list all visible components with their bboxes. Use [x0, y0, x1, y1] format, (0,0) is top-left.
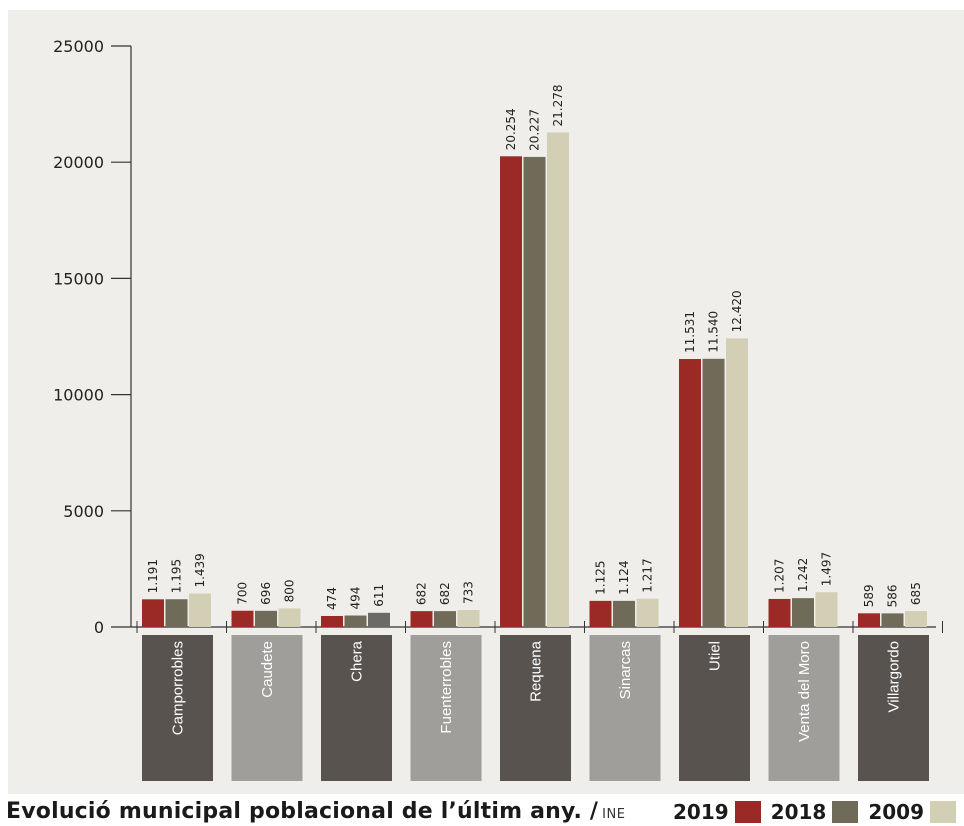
bar-requena-2009 [547, 132, 569, 628]
bar-villargordo-2019 [858, 613, 880, 627]
data-label-sinarcas-2009: 1.217 [641, 558, 655, 592]
bar-caudete-2019 [231, 610, 254, 627]
category-label-venta-del-moro: Venta del Moro [796, 641, 813, 742]
bar-chera-2019 [321, 615, 343, 627]
y-tick-label: 5000 [63, 502, 104, 521]
data-label-camporrobles-2019: 1.191 [146, 559, 160, 593]
legend-swatch-2019 [734, 801, 761, 823]
y-tick-label: 20000 [53, 153, 104, 172]
bar-villargordo-2018 [881, 613, 904, 627]
bar-sinarcas-2009 [636, 598, 659, 627]
data-label-sinarcas-2018: 1.124 [617, 561, 631, 595]
data-label-fuenterrobles-2009: 733 [462, 581, 476, 604]
bar-sinarcas-2018 [613, 600, 635, 627]
category-label-sinarcas: Sinarcas [617, 641, 634, 699]
data-label-caudete-2019: 700 [236, 582, 250, 605]
category-label-chera: Chera [349, 640, 366, 682]
category-label-villargordo: Villargordo [886, 641, 903, 712]
y-tick-label: 25000 [53, 37, 104, 56]
data-label-chera-2009: 611 [372, 584, 386, 607]
legend-swatch-2009 [930, 801, 956, 823]
legend-item-2009: 2009 [868, 800, 956, 824]
bar-chera-2009 [368, 612, 390, 627]
bar-camporrobles-2018 [165, 599, 188, 627]
legend-label-2019: 2019 [672, 800, 729, 824]
legend-label-2018: 2018 [770, 800, 827, 824]
category-box-chera [321, 635, 392, 781]
data-label-chera-2018: 494 [349, 587, 363, 610]
legend-item-2019: 2019 [673, 800, 761, 824]
data-label-venta-del-moro-2019: 1.207 [773, 559, 787, 593]
caption-source: INE [602, 807, 626, 822]
legend-swatch-2018 [832, 801, 859, 823]
bar-fuenterrobles-2018 [434, 611, 456, 627]
bar-venta-del-moro-2019 [768, 598, 791, 627]
data-label-fuenterrobles-2018: 682 [438, 582, 452, 605]
data-label-fuenterrobles-2019: 682 [415, 582, 429, 605]
bar-venta-del-moro-2018 [792, 598, 814, 627]
data-label-caudete-2009: 800 [283, 580, 297, 603]
bar-fuenterrobles-2019 [410, 611, 433, 627]
category-label-fuenterrobles: Fuenterrobles [438, 641, 455, 734]
data-label-chera-2019: 474 [325, 587, 339, 610]
category-label-utiel: Utiel [707, 641, 724, 671]
bar-caudete-2018 [255, 610, 277, 627]
data-label-villargordo-2019: 589 [862, 584, 876, 607]
data-label-camporrobles-2009: 1.439 [193, 553, 207, 587]
category-box-venta-del-moro [768, 635, 840, 781]
category-label-requena: Requena [528, 640, 545, 702]
data-label-villargordo-2018: 586 [886, 584, 900, 607]
bar-requena-2018 [523, 156, 546, 628]
data-label-villargordo-2009: 685 [909, 582, 923, 605]
bar-utiel-2018 [702, 358, 725, 627]
data-label-requena-2009: 21.278 [551, 84, 565, 126]
bar-requena-2019 [500, 156, 522, 627]
data-label-venta-del-moro-2009: 1.497 [820, 552, 834, 586]
legend-item-2018: 2018 [771, 800, 859, 824]
bar-caudete-2009 [278, 608, 301, 627]
y-tick-label: 10000 [53, 386, 104, 405]
data-label-sinarcas-2019: 1.125 [594, 560, 608, 594]
caption-text: Evolució municipal poblacional de l’últi… [6, 799, 599, 824]
y-tick-label: 15000 [53, 269, 104, 288]
category-box-camporrobles [142, 635, 213, 781]
data-label-requena-2018: 20.227 [528, 109, 542, 151]
category-label-caudete: Caudete [259, 641, 276, 698]
bar-utiel-2009 [726, 338, 748, 627]
data-label-camporrobles-2018: 1.195 [170, 559, 184, 593]
bar-camporrobles-2019 [142, 599, 164, 627]
bar-utiel-2019 [679, 359, 701, 627]
bar-villargordo-2009 [905, 611, 927, 627]
footer: Evolució municipal poblacional de l’últi… [6, 797, 964, 826]
category-box-sinarcas [589, 635, 661, 781]
data-label-venta-del-moro-2018: 1.242 [796, 558, 810, 592]
data-label-utiel-2009: 12.420 [730, 290, 744, 332]
legend: 2019 2018 2009 [663, 800, 956, 824]
category-box-villargordo [858, 635, 929, 781]
category-box-fuenterrobles [410, 635, 482, 781]
bar-venta-del-moro-2009 [815, 592, 838, 627]
chart-panel: 0 5000 10000 15000 20000 25000 1.191 1.195 1.439… [8, 10, 964, 794]
category-box-requena [500, 635, 571, 781]
data-label-utiel-2019: 11.531 [683, 311, 697, 353]
data-label-utiel-2018: 11.540 [707, 311, 721, 353]
category-label-camporrobles: Camporrobles [170, 641, 187, 735]
category-box-utiel [679, 635, 750, 781]
bar-fuenterrobles-2009 [457, 609, 480, 627]
data-label-requena-2019: 20.254 [504, 108, 518, 150]
bar-chera-2018 [344, 615, 367, 627]
bar-sinarcas-2019 [589, 600, 612, 627]
category-box-caudete [231, 635, 303, 781]
data-label-caudete-2018: 696 [259, 582, 273, 605]
chart-caption: Evolució municipal poblacional de l’últi… [6, 799, 625, 824]
bar-camporrobles-2009 [189, 593, 211, 627]
legend-label-2009: 2009 [868, 800, 924, 824]
y-tick-label: 0 [94, 618, 104, 637]
bar-chart: 0 5000 10000 15000 20000 25000 1.191 1.195 1.439… [53, 37, 943, 781]
